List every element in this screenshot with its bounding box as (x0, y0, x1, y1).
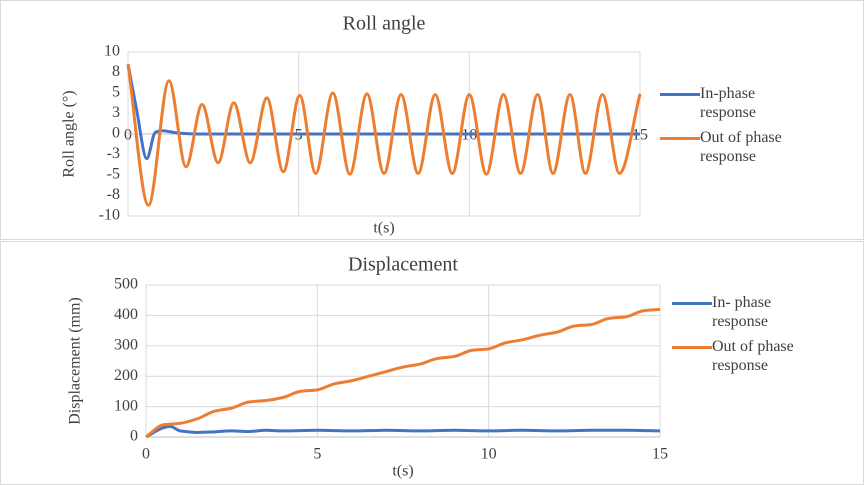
data-line (126, 64, 642, 207)
legend-swatch (660, 137, 700, 140)
legend-item: In-phase response (660, 84, 810, 122)
data-line (145, 307, 661, 439)
y-tick-label: -10 (99, 207, 120, 224)
chart-title: Roll angle (343, 13, 426, 35)
y-tick-label: 200 (114, 367, 138, 384)
y-tick-label: 100 (114, 397, 138, 414)
legend-label: Out of phase response (700, 129, 782, 165)
legend-label: In- phase response (712, 294, 772, 330)
y-tick-label: 300 (114, 336, 138, 353)
legend: In-phase response Out of phase response (660, 84, 810, 172)
y-tick-label: -3 (107, 145, 120, 162)
y-tick-label: 8 (112, 63, 120, 80)
legend-swatch (660, 93, 700, 96)
data-line (126, 64, 640, 161)
y-tick-label: 5 (112, 84, 120, 101)
y-tick-label: 0 (112, 125, 120, 142)
y-tick-label: -5 (107, 166, 120, 183)
legend-item: Out of phase response (660, 128, 810, 166)
x-tick-label: 5 (313, 446, 321, 463)
x-tick-label: 15 (652, 446, 668, 463)
legend-item: Out of phase response (672, 337, 822, 375)
chart-title: Displacement (348, 254, 458, 276)
legend-label: In-phase response (700, 85, 756, 121)
x-axis-title: t(s) (392, 463, 413, 480)
y-tick-label: 10 (104, 43, 120, 60)
y-tick-label: 400 (114, 306, 138, 323)
y-axis-title: Displacement (mm) (67, 297, 84, 425)
legend-label: Out of phase response (712, 338, 794, 374)
x-axis-title: t(s) (373, 220, 394, 237)
y-tick-label: 0 (130, 428, 138, 445)
y-axis-title: Roll angle (°) (61, 90, 78, 177)
x-tick-label: 10 (481, 446, 497, 463)
legend-item: In- phase response (672, 293, 822, 331)
legend-swatch (672, 302, 712, 305)
data-line (145, 424, 661, 439)
legend: In- phase response Out of phase response (672, 293, 822, 381)
y-tick-label: -8 (107, 186, 120, 203)
y-tick-label: 500 (114, 276, 138, 293)
x-tick-label: 0 (124, 127, 132, 144)
x-tick-label: 0 (142, 446, 150, 463)
legend-swatch (672, 346, 712, 349)
y-tick-label: 3 (112, 104, 120, 121)
